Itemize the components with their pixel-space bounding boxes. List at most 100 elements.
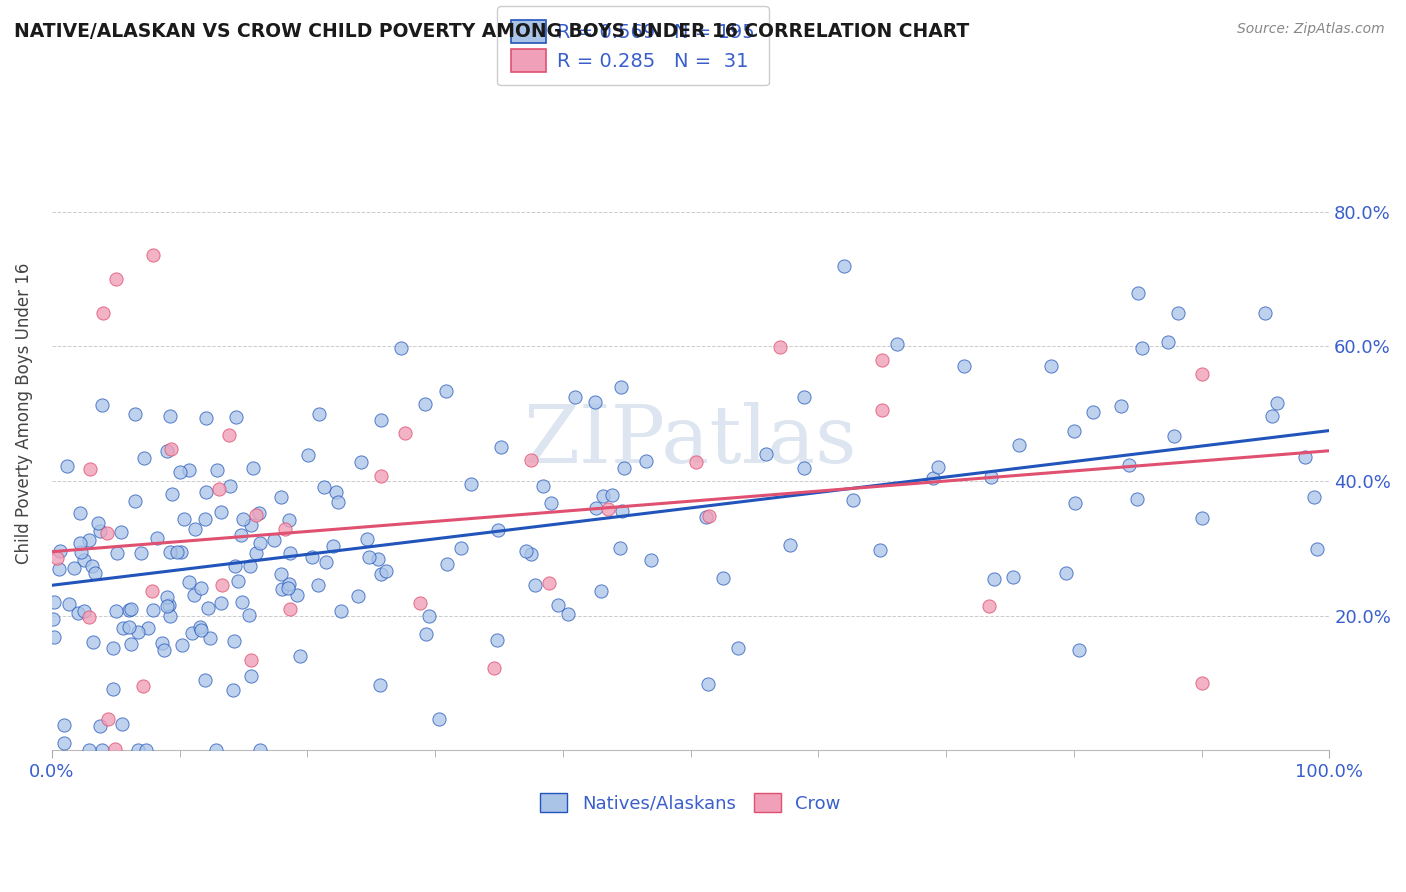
Point bbox=[72, 604, 94, 618]
Point bbox=[103, 681, 125, 696]
Point bbox=[190, 623, 212, 637]
Point bbox=[779, 538, 801, 552]
Point bbox=[79, 462, 101, 476]
Point bbox=[370, 412, 392, 426]
Point bbox=[200, 631, 222, 645]
Point bbox=[105, 604, 128, 618]
Point bbox=[209, 596, 232, 610]
Point bbox=[197, 601, 219, 615]
Point bbox=[271, 582, 294, 596]
Point bbox=[239, 669, 262, 683]
Point bbox=[120, 602, 142, 616]
Point bbox=[194, 411, 217, 425]
Point bbox=[117, 620, 139, 634]
Point bbox=[685, 455, 707, 469]
Point bbox=[127, 624, 149, 639]
Point bbox=[326, 495, 349, 509]
Point bbox=[219, 479, 242, 493]
Point bbox=[270, 491, 292, 505]
Point bbox=[69, 545, 91, 559]
Text: NATIVE/ALASKAN VS CROW CHILD POVERTY AMONG BOYS UNDER 16 CORRELATION CHART: NATIVE/ALASKAN VS CROW CHILD POVERTY AMO… bbox=[14, 22, 969, 41]
Point bbox=[308, 407, 330, 421]
Point bbox=[755, 447, 778, 461]
Point bbox=[58, 597, 80, 611]
Legend: Natives/Alaskans, Crow: Natives/Alaskans, Crow bbox=[531, 784, 849, 822]
Point bbox=[842, 492, 865, 507]
Point bbox=[87, 516, 110, 530]
Point bbox=[980, 470, 1002, 484]
Point bbox=[238, 608, 260, 623]
Point bbox=[1063, 424, 1085, 438]
Point bbox=[1167, 306, 1189, 320]
Point bbox=[242, 461, 264, 475]
Point bbox=[1305, 541, 1327, 556]
Point bbox=[177, 575, 200, 590]
Point bbox=[278, 576, 301, 591]
Point bbox=[486, 524, 509, 538]
Point bbox=[80, 558, 103, 573]
Point bbox=[278, 513, 301, 527]
Point bbox=[585, 500, 607, 515]
Point bbox=[330, 604, 353, 618]
Point bbox=[350, 454, 373, 468]
Point bbox=[273, 523, 295, 537]
Point bbox=[194, 485, 217, 500]
Point bbox=[368, 678, 391, 692]
Text: ZIPatlas: ZIPatlas bbox=[524, 401, 858, 480]
Point bbox=[104, 272, 127, 286]
Point bbox=[127, 743, 149, 757]
Point bbox=[1294, 450, 1316, 465]
Point bbox=[211, 578, 233, 592]
Point bbox=[793, 390, 815, 404]
Point bbox=[226, 574, 249, 588]
Point bbox=[52, 736, 75, 750]
Point bbox=[156, 590, 179, 604]
Point bbox=[297, 448, 319, 462]
Point bbox=[592, 489, 614, 503]
Point bbox=[69, 506, 91, 520]
Point bbox=[609, 541, 631, 555]
Point bbox=[1081, 405, 1104, 419]
Point bbox=[131, 679, 153, 693]
Point bbox=[44, 595, 66, 609]
Point bbox=[159, 409, 181, 423]
Point bbox=[118, 603, 141, 617]
Point bbox=[231, 528, 253, 542]
Point bbox=[374, 564, 396, 578]
Point bbox=[288, 648, 311, 663]
Point bbox=[520, 547, 543, 561]
Point bbox=[208, 483, 231, 497]
Point bbox=[1039, 359, 1062, 373]
Point bbox=[531, 478, 554, 492]
Point bbox=[356, 532, 378, 546]
Point bbox=[231, 595, 253, 609]
Point bbox=[239, 653, 262, 667]
Point bbox=[727, 640, 749, 655]
Text: Source: ZipAtlas.com: Source: ZipAtlas.com bbox=[1237, 22, 1385, 37]
Point bbox=[1118, 458, 1140, 473]
Point bbox=[394, 425, 416, 440]
Point bbox=[596, 502, 619, 516]
Point bbox=[207, 463, 229, 477]
Point bbox=[129, 547, 152, 561]
Point bbox=[184, 522, 207, 536]
Point bbox=[222, 682, 245, 697]
Point bbox=[190, 581, 212, 595]
Point bbox=[124, 494, 146, 508]
Point bbox=[232, 512, 254, 526]
Point bbox=[89, 719, 111, 733]
Point bbox=[315, 555, 337, 569]
Point bbox=[156, 443, 179, 458]
Point bbox=[1191, 510, 1213, 524]
Point bbox=[160, 442, 183, 457]
Point bbox=[97, 712, 120, 726]
Point bbox=[870, 402, 893, 417]
Point bbox=[277, 581, 299, 595]
Point bbox=[96, 525, 118, 540]
Point bbox=[169, 465, 191, 479]
Point bbox=[82, 634, 104, 648]
Point bbox=[793, 460, 815, 475]
Point bbox=[1254, 306, 1277, 320]
Point bbox=[1069, 643, 1091, 657]
Point bbox=[90, 743, 112, 757]
